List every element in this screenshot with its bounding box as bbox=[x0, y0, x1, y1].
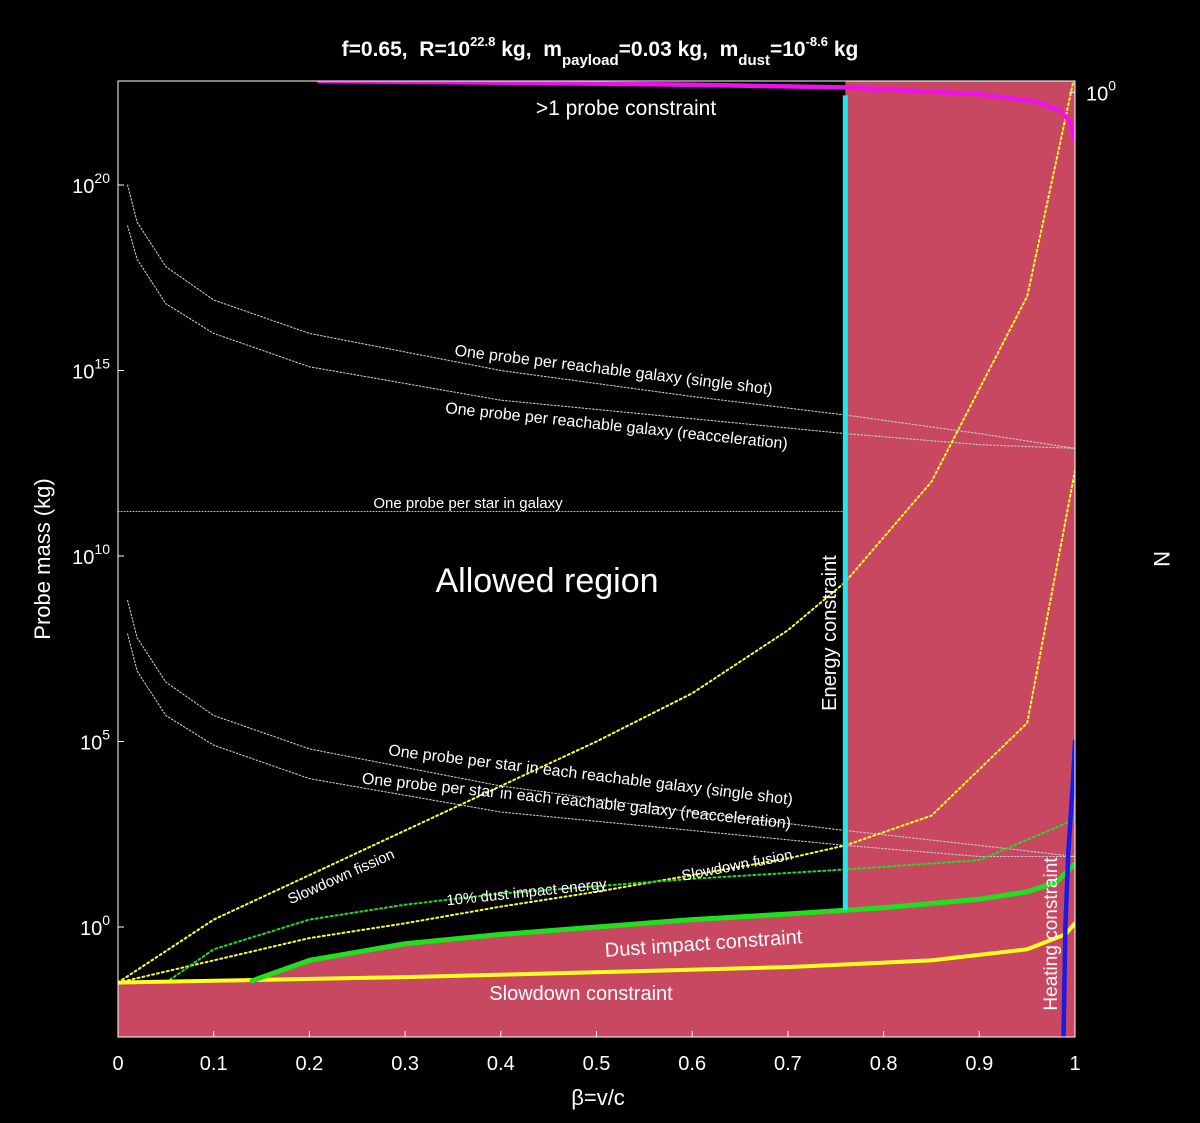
title-payload-val: =0.03 kg, bbox=[618, 38, 708, 61]
x-tick-label: 1 bbox=[1069, 1053, 1080, 1075]
guide-line-0 bbox=[127, 184, 1075, 449]
plot-area bbox=[118, 81, 1075, 1037]
title-m-dust: m bbox=[719, 38, 739, 61]
x-tick-label: 0.8 bbox=[870, 1053, 898, 1075]
heating-constraint-line bbox=[1061, 739, 1075, 1037]
x-tick-label: 0.5 bbox=[583, 1053, 611, 1075]
title-r-base: R=10 bbox=[419, 38, 471, 61]
x-tick-label: 0.2 bbox=[295, 1053, 323, 1075]
title-dust-base: =10 bbox=[769, 38, 806, 61]
probe-constraint-label: >1 probe constraint bbox=[536, 97, 717, 120]
slowdown-constraint-line bbox=[118, 921, 1075, 985]
galaxy-single-shot-label: One probe per reachable galaxy (single s… bbox=[454, 343, 774, 399]
y-tick-label: 100 bbox=[80, 912, 110, 940]
star-in-galaxy-label: One probe per star in galaxy bbox=[373, 495, 563, 512]
galaxy-reacceleration-label: One probe per reachable galaxy (reaccele… bbox=[444, 400, 788, 453]
y2-axis-label: N bbox=[1149, 551, 1174, 567]
y-tick-label: 1015 bbox=[72, 356, 110, 384]
guide-line-2 bbox=[127, 599, 1075, 858]
y2-tick-label: 100 bbox=[1086, 77, 1116, 105]
chart-title: f=0.65, R=1022.8 kg, mpayload=0.03 kg, m… bbox=[0, 34, 1200, 69]
slowdown-fission-line bbox=[118, 81, 1075, 984]
energy-constraint-label: Energy constraint bbox=[819, 555, 841, 711]
title-r-unit: kg, bbox=[501, 38, 532, 61]
slowdown-fusion-label: Slowdown fusion bbox=[680, 846, 794, 884]
allowed-region-label: Allowed region bbox=[435, 562, 658, 600]
x-tick-label: 0.1 bbox=[200, 1053, 228, 1075]
y-tick-label: 1020 bbox=[72, 170, 110, 198]
dust-10pct-line bbox=[164, 818, 1075, 984]
y-axis-label: Probe mass (kg) bbox=[30, 478, 55, 639]
y-tick-label: 1010 bbox=[72, 541, 110, 569]
y-tick-label: 105 bbox=[80, 727, 110, 755]
title-dust-unit: kg bbox=[833, 38, 859, 61]
dust-constraint-line bbox=[249, 861, 1075, 984]
title-dust-exp: -8.6 bbox=[805, 34, 828, 49]
title-dust-sub: dust bbox=[738, 52, 770, 69]
dust-10pct-label: 10% dust impact energy bbox=[446, 876, 608, 910]
x-axis-label: β=v/c bbox=[571, 1085, 625, 1110]
title-payload-sub: payload bbox=[561, 52, 619, 69]
guide-line-1 bbox=[127, 225, 1075, 449]
x-tick-label: 0 bbox=[112, 1053, 123, 1075]
energy-forbidden-region bbox=[845, 81, 1075, 1037]
x-tick-label: 0.4 bbox=[487, 1053, 515, 1075]
x-tick-label: 0.9 bbox=[965, 1053, 993, 1075]
slowdown-fission-label: Slowdown fission bbox=[285, 846, 397, 908]
probe-constraint-line bbox=[316, 81, 1075, 143]
title-f: f=0.65, bbox=[341, 38, 408, 61]
title-r-exp: 22.8 bbox=[470, 34, 496, 49]
slowdown-constraint-label: Slowdown constraint bbox=[489, 983, 673, 1005]
heating-constraint-label: Heating constraint bbox=[1041, 857, 1062, 1011]
title-m-payload: m bbox=[543, 38, 562, 61]
x-tick-label: 0.6 bbox=[678, 1053, 706, 1075]
x-tick-label: 0.7 bbox=[774, 1053, 802, 1075]
guide-line-3 bbox=[127, 633, 1075, 858]
lower-forbidden-region bbox=[118, 863, 1075, 1037]
x-tick-label: 0.3 bbox=[391, 1053, 419, 1075]
